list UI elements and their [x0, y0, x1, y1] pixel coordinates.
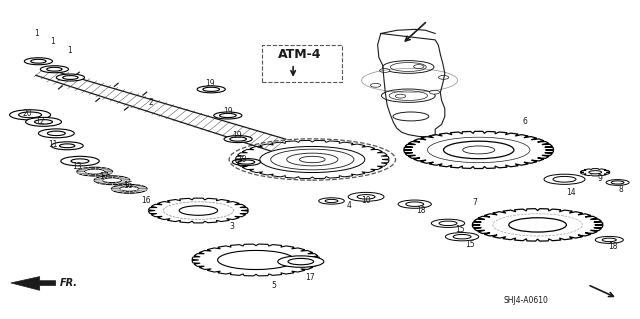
Ellipse shape [380, 69, 390, 72]
Ellipse shape [38, 129, 74, 138]
Text: 19: 19 [232, 131, 242, 140]
Ellipse shape [111, 184, 147, 193]
Text: 6: 6 [522, 117, 527, 126]
Ellipse shape [595, 236, 623, 243]
Ellipse shape [63, 76, 78, 79]
Ellipse shape [238, 160, 255, 164]
Ellipse shape [602, 238, 616, 241]
Ellipse shape [71, 159, 89, 163]
Ellipse shape [438, 76, 449, 79]
Ellipse shape [445, 233, 479, 241]
Ellipse shape [47, 131, 65, 136]
Text: FR.: FR. [60, 278, 77, 288]
Ellipse shape [84, 169, 105, 174]
Text: 1: 1 [34, 29, 39, 38]
Ellipse shape [197, 86, 225, 93]
Ellipse shape [56, 74, 84, 81]
Ellipse shape [220, 114, 236, 117]
Ellipse shape [230, 137, 246, 141]
Ellipse shape [553, 176, 576, 182]
Ellipse shape [431, 219, 465, 227]
Ellipse shape [348, 192, 384, 201]
Ellipse shape [94, 176, 130, 185]
Text: 13: 13 [72, 162, 82, 171]
Text: 14: 14 [566, 189, 576, 197]
Ellipse shape [102, 178, 122, 182]
Ellipse shape [439, 221, 457, 226]
Text: 19: 19 [223, 107, 233, 115]
Text: 7: 7 [472, 198, 477, 207]
Ellipse shape [463, 146, 495, 154]
Ellipse shape [396, 94, 406, 98]
Text: 20: 20 [22, 109, 33, 118]
Ellipse shape [319, 198, 344, 204]
Ellipse shape [61, 156, 99, 166]
Text: 16: 16 [123, 181, 133, 190]
Text: 9: 9 [598, 174, 603, 183]
Text: 19: 19 [237, 155, 247, 164]
Ellipse shape [120, 187, 139, 191]
Ellipse shape [60, 144, 75, 148]
Text: 17: 17 [305, 273, 315, 282]
Ellipse shape [606, 180, 629, 185]
Ellipse shape [406, 202, 424, 206]
Text: 19: 19 [205, 79, 215, 88]
Ellipse shape [24, 58, 52, 65]
Text: 12: 12 [35, 117, 44, 126]
Ellipse shape [214, 112, 242, 119]
Ellipse shape [325, 199, 338, 203]
Text: 10: 10 [361, 197, 371, 205]
Ellipse shape [371, 83, 381, 87]
Text: 2: 2 [148, 98, 153, 107]
Text: 18: 18 [417, 206, 426, 215]
Ellipse shape [77, 167, 113, 176]
Text: 11: 11 [48, 140, 57, 149]
Ellipse shape [35, 120, 52, 124]
Text: 1: 1 [50, 37, 55, 46]
Text: 4: 4 [346, 201, 351, 210]
Text: SHJ4-A0610: SHJ4-A0610 [504, 296, 548, 305]
Ellipse shape [51, 142, 83, 150]
Ellipse shape [413, 65, 424, 69]
Ellipse shape [31, 59, 46, 63]
Text: 5: 5 [271, 281, 276, 290]
Text: 16: 16 [141, 196, 151, 204]
Ellipse shape [224, 136, 252, 143]
Ellipse shape [357, 195, 375, 199]
Text: 8: 8 [618, 185, 623, 194]
Ellipse shape [288, 258, 314, 265]
Ellipse shape [232, 159, 260, 166]
Ellipse shape [544, 174, 585, 184]
Text: 3: 3 [229, 222, 234, 231]
Ellipse shape [611, 181, 624, 184]
Text: 1: 1 [67, 46, 72, 55]
Ellipse shape [429, 90, 440, 94]
Text: 17: 17 [99, 172, 109, 181]
Ellipse shape [278, 256, 324, 267]
Ellipse shape [19, 112, 42, 118]
Ellipse shape [40, 66, 68, 73]
Text: 15: 15 [465, 240, 476, 249]
Ellipse shape [10, 110, 51, 120]
Ellipse shape [453, 234, 471, 239]
Ellipse shape [398, 200, 431, 208]
Ellipse shape [26, 117, 61, 126]
Polygon shape [11, 277, 56, 290]
Ellipse shape [203, 87, 220, 91]
Ellipse shape [47, 67, 62, 71]
Text: 18: 18 [609, 242, 618, 251]
Text: ATM-4: ATM-4 [278, 48, 321, 61]
Text: 15: 15 [454, 225, 465, 234]
